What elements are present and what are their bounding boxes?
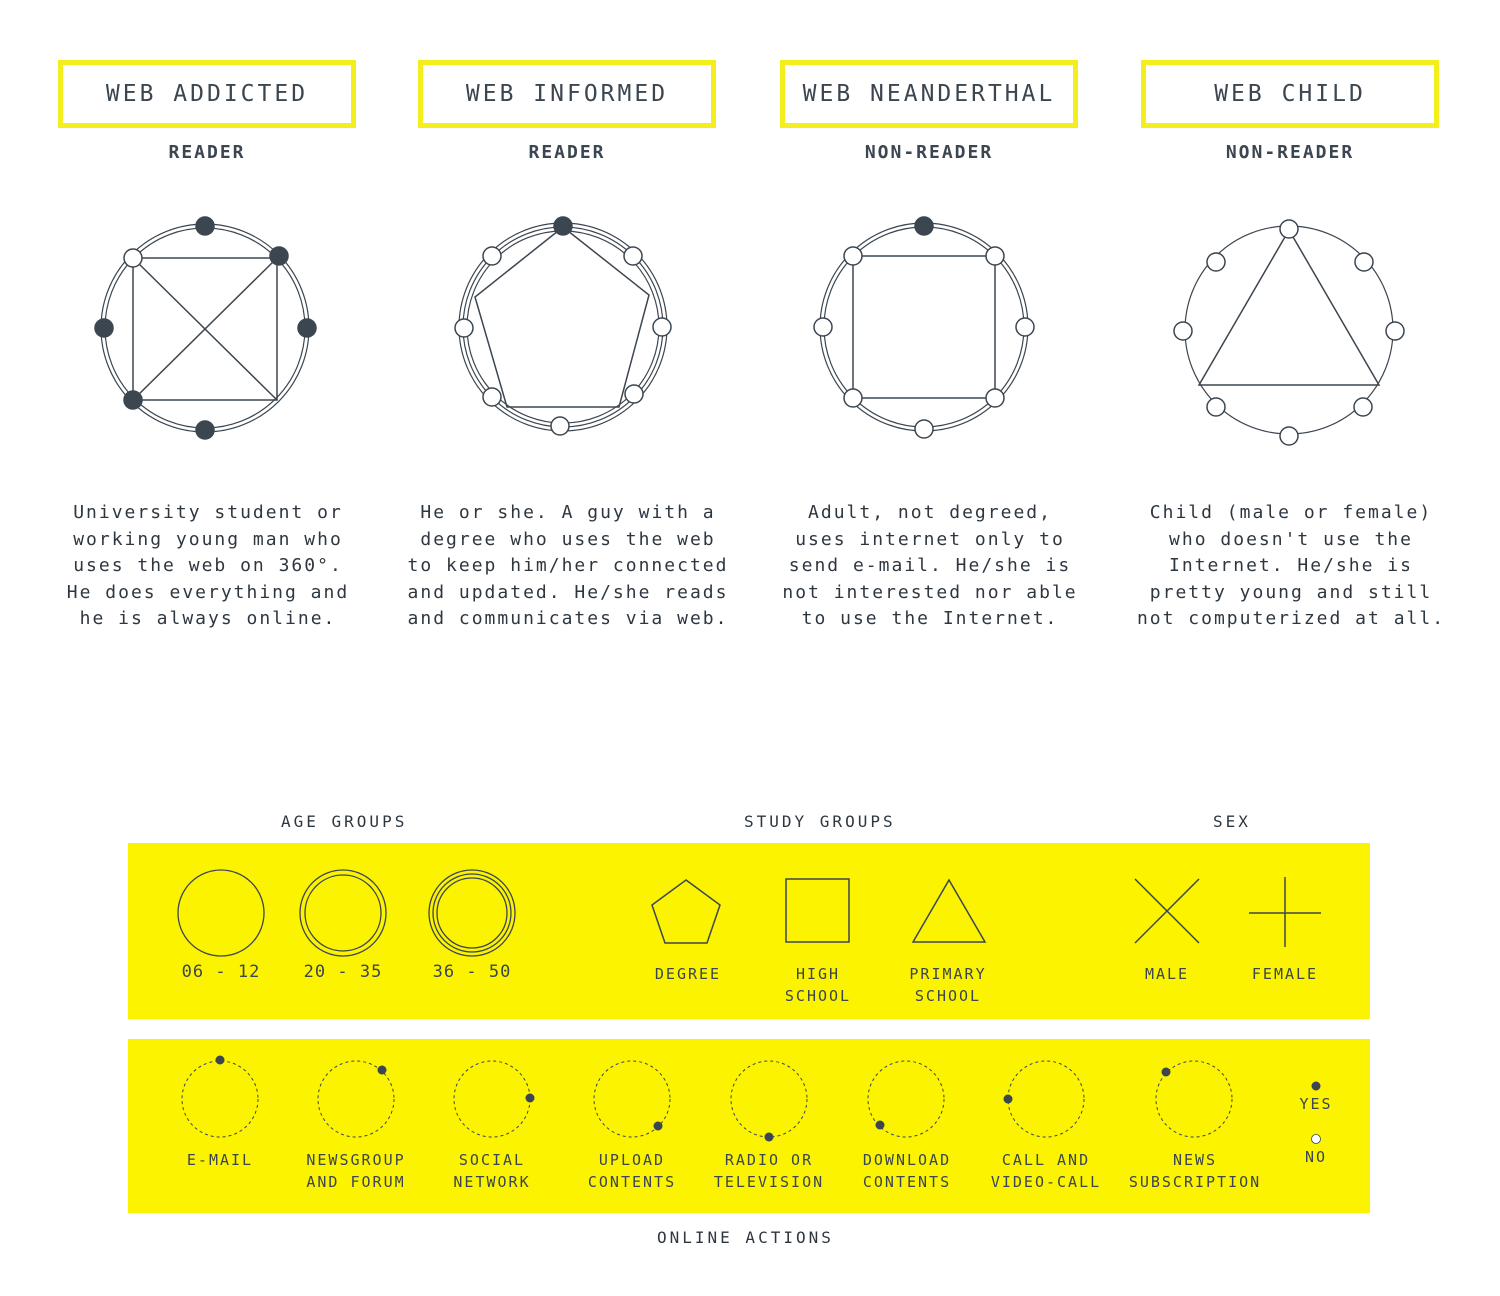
profile-description: Child (male or female) who doesn't use t… [1136,502,1446,629]
profile-description: He or she. A guy with a degree who uses … [407,502,729,629]
male-label: MALE [1144,965,1190,983]
demographics-legend-band: 06 - 12 20 - 35 36 - 50 DEGREE HIGH SCHO… [128,843,1370,1019]
profile-web-addicted: WEB ADDICTED READER University student o… [58,0,418,660]
age-36-50-icon [428,869,516,957]
yes-dot-icon [1311,1081,1321,1091]
male-cross-icon [1134,878,1200,944]
download-label: DOWNLOAD CONTENTS [862,1151,952,1191]
female-plus-icon [1249,877,1321,947]
profile-description: Adult, not degreed, uses internet only t… [782,502,1078,629]
download-dial-icon [867,1060,945,1138]
profile-web-informed: WEB INFORMED READER He or she. A guy wit… [408,0,778,660]
web-child-glyph [1173,219,1405,446]
yes-label: YES [1299,1095,1333,1113]
sex-label: SEX [1213,812,1251,831]
online-actions-band: E-MAIL NEWSGROUP AND FORUM SOCIAL NETWOR… [128,1039,1370,1213]
high-school-label: HIGH SCHOOL [784,965,852,1005]
profile-web-neanderthal: WEB NEANDERTHAL NON-READER Adult, not de… [780,0,1140,660]
radio-tv-dial-icon [730,1060,808,1142]
email-dial-icon [181,1055,259,1138]
call-label: CALL AND VIDEO-CALL [990,1151,1102,1191]
profile-type: NON-READER [1225,142,1355,163]
age-06-12-label: 06 - 12 [181,962,261,982]
profile-type: READER [168,142,246,163]
age-20-35-label: 20 - 35 [303,962,383,982]
radio-tv-label: RADIO OR TELEVISION [713,1151,825,1191]
web-addicted-glyph [94,216,317,440]
upload-label: UPLOAD CONTENTS [587,1151,677,1191]
newsgroup-label: NEWSGROUP AND FORUM [306,1151,406,1191]
profile-title: WEB INFORMED [418,60,716,128]
degree-pentagon-icon [651,879,721,944]
degree-label: DEGREE [654,965,722,983]
age-06-12-icon [177,869,265,957]
profile-title: WEB CHILD [1141,60,1439,128]
profile-description: University student or working young man … [66,502,350,629]
social-network-dial-icon [453,1060,535,1138]
age-20-35-icon [299,869,387,957]
no-dot-icon [1311,1134,1321,1144]
primary-school-triangle-icon [911,878,987,943]
profile-title: WEB ADDICTED [58,60,356,128]
primary-school-label: PRIMARY SCHOOL [909,965,987,1005]
web-informed-glyph [454,216,672,436]
profile-type: READER [528,142,606,163]
no-label: NO [1304,1148,1328,1166]
upload-dial-icon [593,1060,671,1138]
news-subscription-dial-icon [1155,1060,1233,1138]
study-groups-label: STUDY GROUPS [744,812,896,831]
high-school-square-icon [785,878,850,943]
newsgroup-dial-icon [317,1060,395,1138]
female-label: FEMALE [1251,965,1319,983]
age-36-50-label: 36 - 50 [432,962,512,982]
email-label: E-MAIL [186,1151,254,1169]
profile-title: WEB NEANDERTHAL [780,60,1078,128]
profile-type: NON-READER [864,142,994,163]
online-actions-label: ONLINE ACTIONS [657,1228,834,1247]
profile-web-child: WEB CHILD NON-READER Child (male or fema… [1137,0,1500,660]
age-groups-label: AGE GROUPS [281,812,408,831]
social-network-label: SOCIAL NETWORK [453,1151,531,1191]
web-neanderthal-glyph [813,216,1035,439]
call-dial-icon [1003,1060,1085,1138]
news-subscription-label: NEWS SUBSCRIPTION [1128,1151,1262,1191]
